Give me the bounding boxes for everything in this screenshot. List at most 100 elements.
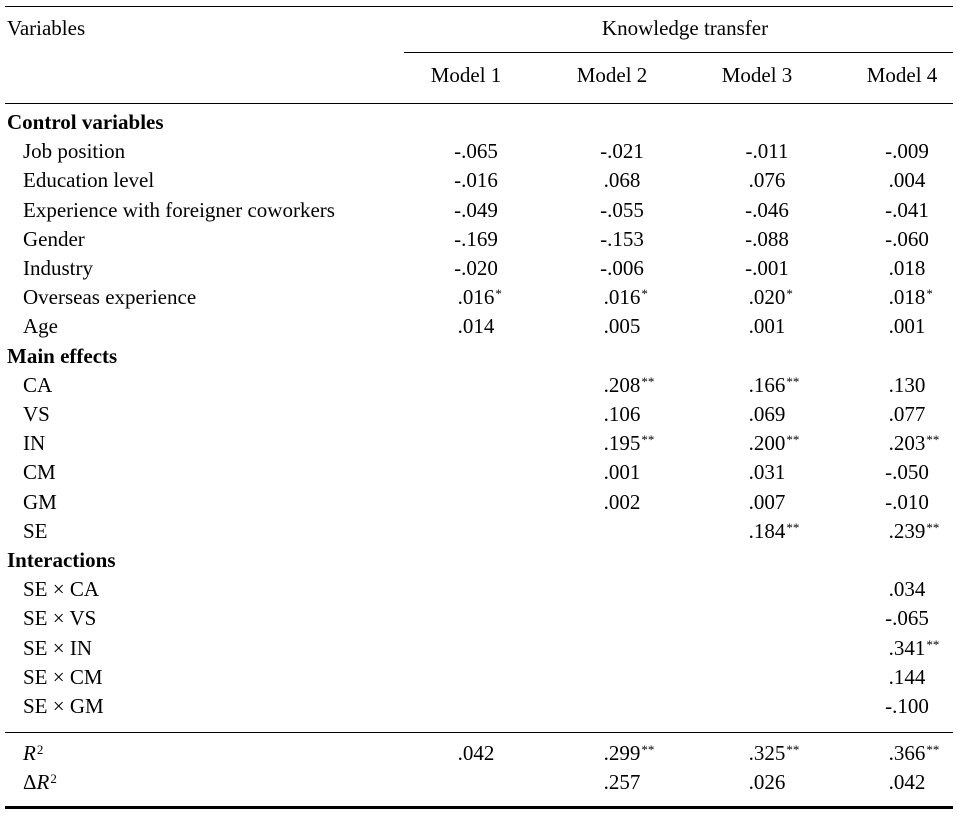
group-underline (404, 52, 953, 53)
significance-marker: * (495, 286, 502, 301)
table-cell: .166** (748, 373, 800, 397)
table-cell: .239** (888, 519, 940, 543)
table-cell: .001 (748, 314, 786, 338)
table-cell: -.009 (885, 139, 929, 163)
table-cell: -.020 (454, 256, 498, 280)
table-cell: .106 (603, 402, 641, 426)
table-cell: -.088 (745, 227, 789, 251)
significance-marker: ** (786, 374, 800, 389)
table-cell: .144 (888, 665, 926, 689)
table-cell: -.001 (745, 256, 789, 280)
significance-marker: ** (786, 742, 800, 757)
table-cell: .130 (888, 373, 926, 397)
table-cell: .002 (603, 490, 641, 514)
table-cell: .195** (603, 431, 655, 455)
table-cell: -.049 (454, 198, 498, 222)
delta-r-squared-label: ΔR2 (23, 770, 57, 794)
table-cell: .069 (748, 402, 786, 426)
row-label: IN (23, 431, 46, 455)
table-cell: .299** (603, 741, 655, 765)
table-cell: .016* (603, 285, 648, 309)
section-title: Control variables (7, 110, 164, 134)
knowledge-transfer-header: Knowledge transfer (601, 16, 769, 40)
model-4-header: Model 4 (866, 63, 938, 87)
table-cell: -.011 (745, 139, 789, 163)
table-cell: .200** (748, 431, 800, 455)
table-cell: .077 (888, 402, 926, 426)
table-cell: .184** (748, 519, 800, 543)
table-cell: -.016 (454, 168, 498, 192)
table-cell: .366** (888, 741, 940, 765)
row-label: CA (23, 373, 53, 397)
table-cell: -.169 (454, 227, 498, 251)
fit-rule (5, 732, 953, 733)
table-cell: .004 (888, 168, 926, 192)
row-label: Job position (23, 139, 126, 163)
table-cell: .257 (603, 770, 641, 794)
table-cell: -.060 (885, 227, 929, 251)
table-cell: .208** (603, 373, 655, 397)
table-cell: -.006 (600, 256, 644, 280)
significance-marker: * (786, 286, 793, 301)
significance-marker: ** (641, 374, 655, 389)
section-title: Main effects (7, 344, 118, 368)
significance-marker: * (641, 286, 648, 301)
table-cell: .341** (888, 636, 940, 660)
row-label: Industry (23, 256, 93, 280)
row-label: SE × GM (23, 694, 104, 718)
significance-marker: ** (786, 432, 800, 447)
table-cell: .026 (748, 770, 786, 794)
table-cell: -.065 (454, 139, 498, 163)
table-cell: .018 (888, 256, 926, 280)
table-cell: -.153 (600, 227, 644, 251)
table-cell: .042 (888, 770, 926, 794)
table-cell: .068 (603, 168, 641, 192)
row-label: GM (23, 490, 57, 514)
row-label: SE × VS (23, 606, 97, 630)
significance-marker: ** (926, 432, 940, 447)
table-cell: .031 (748, 460, 786, 484)
significance-marker: ** (786, 520, 800, 535)
table-cell: .042 (457, 741, 495, 765)
row-label: Age (23, 314, 58, 338)
table-cell: .005 (603, 314, 641, 338)
table-cell: -.055 (600, 198, 644, 222)
table-cell: -.050 (885, 460, 929, 484)
row-label: SE × CM (23, 665, 103, 689)
significance-marker: ** (926, 742, 940, 757)
table-cell: .007 (748, 490, 786, 514)
table-cell: .001 (603, 460, 641, 484)
variables-header: Variables (7, 16, 86, 40)
significance-marker: ** (641, 432, 655, 447)
table-cell: -.021 (600, 139, 644, 163)
table-cell: .203** (888, 431, 940, 455)
significance-marker: ** (926, 637, 940, 652)
table-cell: .001 (888, 314, 926, 338)
top-rule (5, 6, 953, 7)
significance-marker: ** (926, 520, 940, 535)
table-cell: .020* (748, 285, 793, 309)
table-cell: -.100 (885, 694, 929, 718)
significance-marker: ** (641, 742, 655, 757)
model-1-header: Model 1 (430, 63, 502, 87)
row-label: SE (23, 519, 48, 543)
bottom-rule (5, 806, 953, 809)
row-label: Overseas experience (23, 285, 197, 309)
table-cell: -.010 (885, 490, 929, 514)
model-2-header: Model 2 (576, 63, 648, 87)
header-rule (5, 103, 953, 104)
table-cell: .325** (748, 741, 800, 765)
section-title: Interactions (7, 548, 116, 572)
model-3-header: Model 3 (721, 63, 793, 87)
row-label: Gender (23, 227, 85, 251)
table-cell: .016* (457, 285, 502, 309)
row-label: CM (23, 460, 56, 484)
table-cell: -.041 (885, 198, 929, 222)
table-cell: .014 (457, 314, 495, 338)
row-label: VS (23, 402, 50, 426)
row-label: SE × IN (23, 636, 93, 660)
row-label: SE × CA (23, 577, 100, 601)
significance-marker: * (926, 286, 933, 301)
table-cell: .034 (888, 577, 926, 601)
row-label: Education level (23, 168, 155, 192)
